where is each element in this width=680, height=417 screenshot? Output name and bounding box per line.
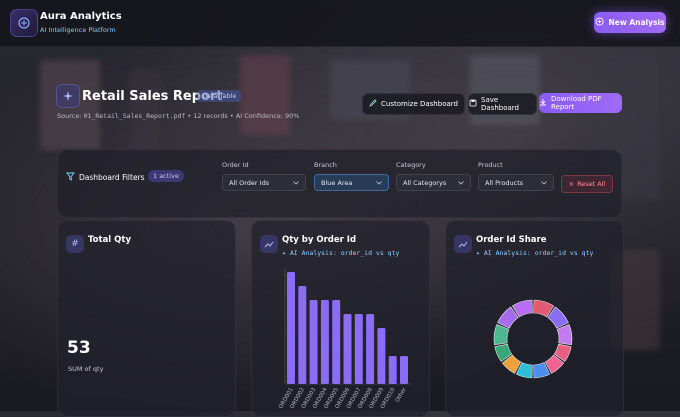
source-file: 01_Retail_Sales_Report.pdf (83, 112, 186, 120)
bar[interactable] (298, 286, 307, 384)
chevron-down-icon (293, 179, 299, 187)
donut-slice[interactable] (547, 306, 569, 329)
filter-icon (66, 172, 75, 183)
order-share-title: Order Id Share (476, 235, 547, 245)
report-type-badge: Data Table (197, 90, 242, 102)
total-qty-card (57, 220, 236, 417)
trend-up-icon (260, 235, 278, 253)
download-label: Download PDF Report (551, 95, 602, 111)
reset-filters-button[interactable]: × Reset All (561, 175, 613, 193)
sparkle-small-icon: ✦ (476, 249, 484, 257)
donut-slice[interactable] (533, 299, 555, 318)
sparkle-icon (56, 84, 80, 108)
filter-label-order-id: Order Id (222, 161, 249, 169)
save-icon (469, 99, 477, 109)
donut-slice[interactable] (515, 362, 533, 379)
donut-slice[interactable] (493, 324, 510, 346)
qty-by-order-ai-text: AI Analysis: order_id vs qty (289, 249, 400, 257)
sparkle-small-icon: ✦ (282, 249, 290, 257)
save-label: Save Dashboard (481, 96, 519, 112)
donut-slice[interactable] (533, 362, 551, 379)
total-qty-sublabel: SUM of qty (68, 365, 104, 373)
qty-by-order-title: Qty by Order Id (282, 235, 357, 245)
customize-label: Customize Dashboard (381, 100, 458, 108)
total-qty-title: Total Qty (88, 235, 132, 245)
qty-by-order-ai-note: ✦ AI Analysis: order_id vs qty (282, 249, 399, 257)
order-share-card (445, 220, 624, 417)
bar[interactable] (287, 272, 295, 384)
filters-title-label: Dashboard Filters (79, 173, 145, 182)
report-meta: Source: 01_Retail_Sales_Report.pdf • 12 … (57, 112, 299, 120)
bar[interactable] (377, 328, 386, 384)
donut-slice[interactable] (501, 354, 522, 374)
category-select-value: All Categorys (403, 178, 447, 187)
donut-slice[interactable] (497, 306, 519, 329)
download-icon (539, 98, 547, 108)
new-analysis-button[interactable]: New Analysis (594, 12, 666, 33)
download-pdf-button[interactable]: Download PDF Report (539, 93, 622, 113)
bar[interactable] (332, 300, 341, 384)
chevron-down-icon (541, 179, 547, 187)
brain-logo-icon (10, 9, 38, 37)
order-share-ai-text: AI Analysis: order_id vs qty (483, 249, 594, 257)
order-id-select[interactable]: All Order Ids (222, 174, 306, 191)
pencil-icon (369, 99, 377, 109)
donut-slice[interactable] (511, 299, 533, 318)
record-count: • 12 records (187, 112, 228, 120)
customize-dashboard-button[interactable]: Customize Dashboard (362, 93, 465, 115)
bar[interactable] (320, 300, 329, 384)
reset-label: Reset All (577, 180, 606, 188)
app-title: Aura Analytics (40, 11, 122, 22)
trend-up-icon (454, 235, 472, 253)
filters-title: Dashboard Filters (66, 172, 145, 183)
donut-slice[interactable] (556, 324, 573, 346)
ai-confidence: • AI Confidence: 90% (229, 112, 300, 120)
close-icon: × (568, 180, 575, 188)
total-qty-value: 53 (67, 338, 91, 358)
bar[interactable] (354, 314, 363, 384)
donut-slice[interactable] (544, 354, 565, 374)
bar[interactable] (388, 356, 397, 384)
branch-select-value: Blue Area (321, 178, 353, 187)
qty-by-order-chart: ORD001ORD002ORD003ORD004ORD005ORD006ORD0… (278, 268, 412, 410)
chevron-down-icon (376, 179, 382, 187)
product-select[interactable]: All Products (478, 174, 554, 191)
filter-label-branch: Branch (314, 161, 337, 169)
report-title: Retail Sales Report (82, 89, 223, 104)
product-select-value: All Products (485, 178, 524, 187)
bar[interactable] (400, 356, 408, 384)
order-share-ai-note: ✦ AI Analysis: order_id vs qty (476, 249, 593, 257)
plus-circle-icon (595, 17, 605, 28)
x-tick-label: Other (395, 386, 408, 403)
donut-slice[interactable] (553, 343, 572, 362)
filter-label-product: Product (478, 161, 503, 169)
bar[interactable] (366, 314, 375, 384)
bar[interactable] (343, 314, 352, 384)
order-share-chart (493, 299, 573, 379)
source-prefix: Source: (57, 112, 84, 120)
save-dashboard-button[interactable]: Save Dashboard (468, 93, 537, 115)
donut-slice[interactable] (494, 343, 513, 362)
category-select[interactable]: All Categorys (396, 174, 471, 191)
bar[interactable] (309, 300, 318, 384)
order-id-select-value: All Order Ids (229, 178, 270, 187)
hash-icon: # (66, 235, 84, 253)
chevron-down-icon (458, 179, 464, 187)
new-analysis-label: New Analysis (608, 18, 665, 27)
active-filters-badge: 1 active (148, 170, 184, 182)
filter-label-category: Category (396, 161, 426, 169)
top-bar: Aura Analytics AI Intelligence Platform … (0, 0, 680, 47)
branch-select[interactable]: Blue Area (314, 174, 389, 191)
app-subtitle: AI Intelligence Platform (40, 26, 116, 34)
